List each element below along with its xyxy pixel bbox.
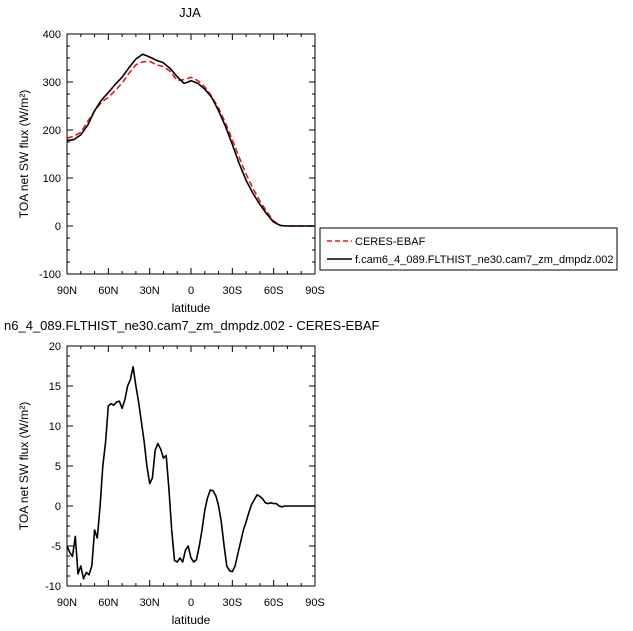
top-chart-marks: -100 0 100 200 300 400 90N 60N 30N 0 30S 60S 90S [39,29,325,297]
top-x-tick-label: 30S [223,285,243,297]
top-y-tick-label: 300 [43,77,61,89]
bottom-x-tick-label: 30N [140,597,160,609]
bottom-plot-frame [66,345,316,587]
bottom-y-tick-label: 15 [49,381,61,393]
top-x-tick-label: 0 [188,285,194,297]
bottom-y-tick-label: -10 [45,581,61,593]
bottom-x-tick-label: 90N [57,597,77,609]
legend-label-model: f.cam6_4_089.FLTHIST_ne30.cam7_zm_dmpdz.… [355,254,613,266]
top-x-tick-label: 90N [57,285,77,297]
top-y-tick-label: -100 [39,269,61,281]
top-x-tick-label: 90S [305,285,325,297]
bottom-x-axis-label: latitude [172,613,211,627]
bottom-series-line-0 [66,365,315,580]
bottom-x-tick-label: 30S [223,597,243,609]
top-panel: JJA -100 0 100 200 300 400 90N 60N 30N 0 30S 60S 90S… [17,5,325,315]
top-y-tick-label: 200 [43,125,61,137]
top-chart-title: JJA [179,5,201,20]
top-plot-frame [66,33,316,275]
bottom-chart-title: n6_4_089.FLTHIST_ne30.cam7_zm_dmpdz.002 … [4,318,380,333]
top-y-tick-label: 400 [43,29,61,41]
top-y-tick-label: 100 [43,173,61,185]
bottom-panel: n6_4_089.FLTHIST_ne30.cam7_zm_dmpdz.002 … [4,318,380,627]
top-y-tick-label: 0 [55,221,61,233]
top-x-tick-label: 30N [140,285,160,297]
bottom-x-tick-label: 60S [264,597,284,609]
bottom-y-tick-label: 5 [55,461,61,473]
bottom-x-tick-label: 60N [98,597,118,609]
bottom-y-tick-label: 20 [49,341,61,353]
bottom-y-tick-label: 10 [49,421,61,433]
legend-box [319,227,618,271]
bottom-y-tick-label: 0 [55,501,61,513]
bottom-y-axis-label: TOA net SW flux (W/m²) [17,402,31,530]
legend-label-ceres: CERES-EBAF [355,236,426,248]
bottom-x-tick-label: 90S [305,597,325,609]
legend: CERES-EBAF f.cam6_4_089.FLTHIST_ne30.cam… [319,227,618,271]
bottom-y-tick-label: -5 [51,541,61,553]
top-x-tick-label: 60N [98,285,118,297]
top-series-line-0 [66,60,315,227]
top-x-axis-label: latitude [172,301,211,315]
bottom-x-tick-label: 0 [188,597,194,609]
top-series-line-1 [66,53,315,227]
top-y-axis-label: TOA net SW flux (W/m²) [17,90,31,218]
bottom-chart-marks: -10 -5 0 5 10 15 20 90N 60N 30N 0 30S 60S 90S [45,341,325,609]
top-x-tick-label: 60S [264,285,284,297]
